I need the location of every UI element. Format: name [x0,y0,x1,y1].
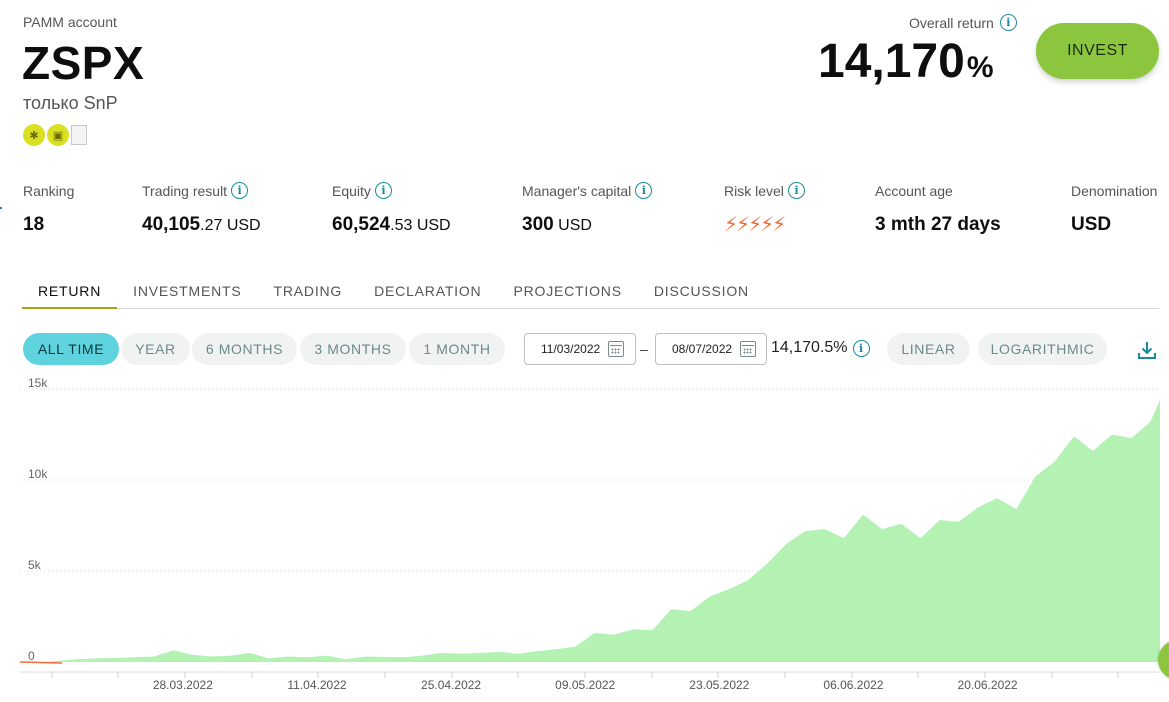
tab-trading[interactable]: TRADING [273,283,343,299]
period-1-month-button[interactable]: 1 MONTH [409,333,505,365]
pamm-account-label: PAMM account [23,14,117,30]
info-icon[interactable]: i [852,339,870,357]
stat-label-text: Risk level [724,182,784,199]
stat-value-rest: .27 USD [200,217,261,234]
period-all-time-button[interactable]: ALL TIME [23,333,119,365]
x-tick-label: 20.06.2022 [957,678,1018,692]
account-description: только SnP [23,93,118,113]
range-return: 14,170.5% i [771,339,870,357]
y-tick-label: 15k [28,376,48,390]
overall-return-number: 14,170 [818,35,965,88]
stat-value-rest: .53 USD [390,217,451,234]
runner-icon[interactable]: ✱ [23,124,45,146]
y-tick-label: 5k [28,558,41,572]
stat-label: Manager's capital i [522,181,653,200]
x-tick-label: 25.04.2022 [421,678,482,692]
stat-account-age: Account age 3 mth 27 days [875,181,1001,236]
stat-value: 18 [23,214,45,235]
x-tick-label: 11.04.2022 [287,678,347,692]
x-tick-label: 06.06.2022 [823,678,884,692]
stat-managers-capital: Manager's capital i 300 USD [522,181,653,236]
tab-projections[interactable]: PROJECTIONS [513,283,622,299]
date-from-field[interactable]: 11/03/2022 [524,333,636,365]
tab-investments[interactable]: INVESTMENTS [133,283,242,299]
stat-label: Risk level i [724,181,805,200]
info-icon[interactable]: i [999,14,1017,31]
calendar-icon[interactable] [740,341,757,357]
info-icon[interactable]: i [635,182,653,199]
tab-declaration[interactable]: DECLARATION [374,283,482,299]
stat-label-text: Equity [332,182,371,199]
date-separator: – [640,341,648,357]
stat-value: 3 mth 27 days [875,214,1001,235]
overall-return-text: Overall return [909,14,994,31]
overall-return-unit: % [966,51,994,84]
x-tick-label: 09.05.2022 [555,678,616,692]
info-icon[interactable]: i [231,182,249,199]
stat-value: USD [1071,214,1112,235]
tab-return[interactable]: RETURN [22,278,118,309]
invest-button[interactable]: INVEST [1036,23,1159,79]
left-edge-marker [0,207,2,209]
stat-label: Ranking [23,182,75,199]
risk-bolts-icon: ⚡⚡⚡⚡⚡ [724,214,786,236]
y-tick-label: 10k [28,467,48,481]
badge-row: ✱ ▣ [23,124,87,146]
tab-discussion[interactable]: DISCUSSION [653,283,749,299]
stat-trading-result: Trading result i 40,105.27 USD [142,181,261,236]
info-icon[interactable]: i [374,182,392,199]
scale-linear-button[interactable]: LINEAR [887,333,970,365]
stat-value-rest: USD [553,217,592,234]
scale-logarithmic-button[interactable]: LOGARITHMIC [978,333,1107,365]
period-year-button[interactable]: YEAR [121,333,190,365]
stat-ranking: Ranking 18 [23,181,74,236]
period-3-months-button[interactable]: 3 MONTHS [300,333,406,365]
date-to-field[interactable]: 08/07/2022 [655,333,767,365]
stat-label-text: Manager's capital [522,182,632,199]
date-from-value: 11/03/2022 [541,342,601,356]
date-to-value: 08/07/2022 [672,342,733,356]
stat-value-main: 40,105 [142,214,201,235]
stat-equity: Equity i 60,524.53 USD [332,181,451,236]
negative-segment [19,661,63,664]
calendar-icon[interactable] [608,341,625,357]
stat-label: Denomination [1071,182,1158,199]
return-chart: 15k 10k 5k 0 28.03.2022 11.04.2022 25.04.2… [0,375,1169,702]
stat-value-main: 300 [522,214,554,235]
period-6-months-button[interactable]: 6 MONTHS [192,333,297,365]
stat-value: 40,105.27 USD [142,214,261,236]
overall-return-value: 14,170 % [818,34,994,89]
stat-risk-level: Risk level i ⚡⚡⚡⚡⚡ [724,181,805,237]
x-tick-label: 23.05.2022 [689,678,750,692]
range-return-value: 14,170.5% [771,339,848,356]
stat-value: 300 USD [522,214,652,236]
stat-value: 60,524.53 USD [332,214,451,236]
stat-denomination: Denomination USD [1071,181,1157,236]
return-chart-svg [19,388,1160,678]
info-icon[interactable]: i [787,182,805,199]
stat-value-main: 60,524 [332,214,391,235]
stat-label: Account age [875,182,953,199]
tab-bar: RETURN INVESTMENTS TRADING DECLARATION P… [22,278,1159,309]
stat-label-text: Trading result [142,182,228,199]
overall-return-label: Overall return i [909,14,1017,31]
stat-label: Trading result i [142,181,261,200]
download-icon[interactable] [1137,340,1157,360]
return-area [20,399,1160,663]
x-tick-label: 28.03.2022 [152,678,213,692]
shield-icon[interactable]: ▣ [47,124,69,146]
broken-image-icon [71,125,87,145]
account-name: ZSPX [22,37,145,89]
y-tick-label: 0 [28,649,35,663]
chat-widget-button[interactable] [1158,640,1169,680]
stat-label: Equity i [332,181,451,200]
